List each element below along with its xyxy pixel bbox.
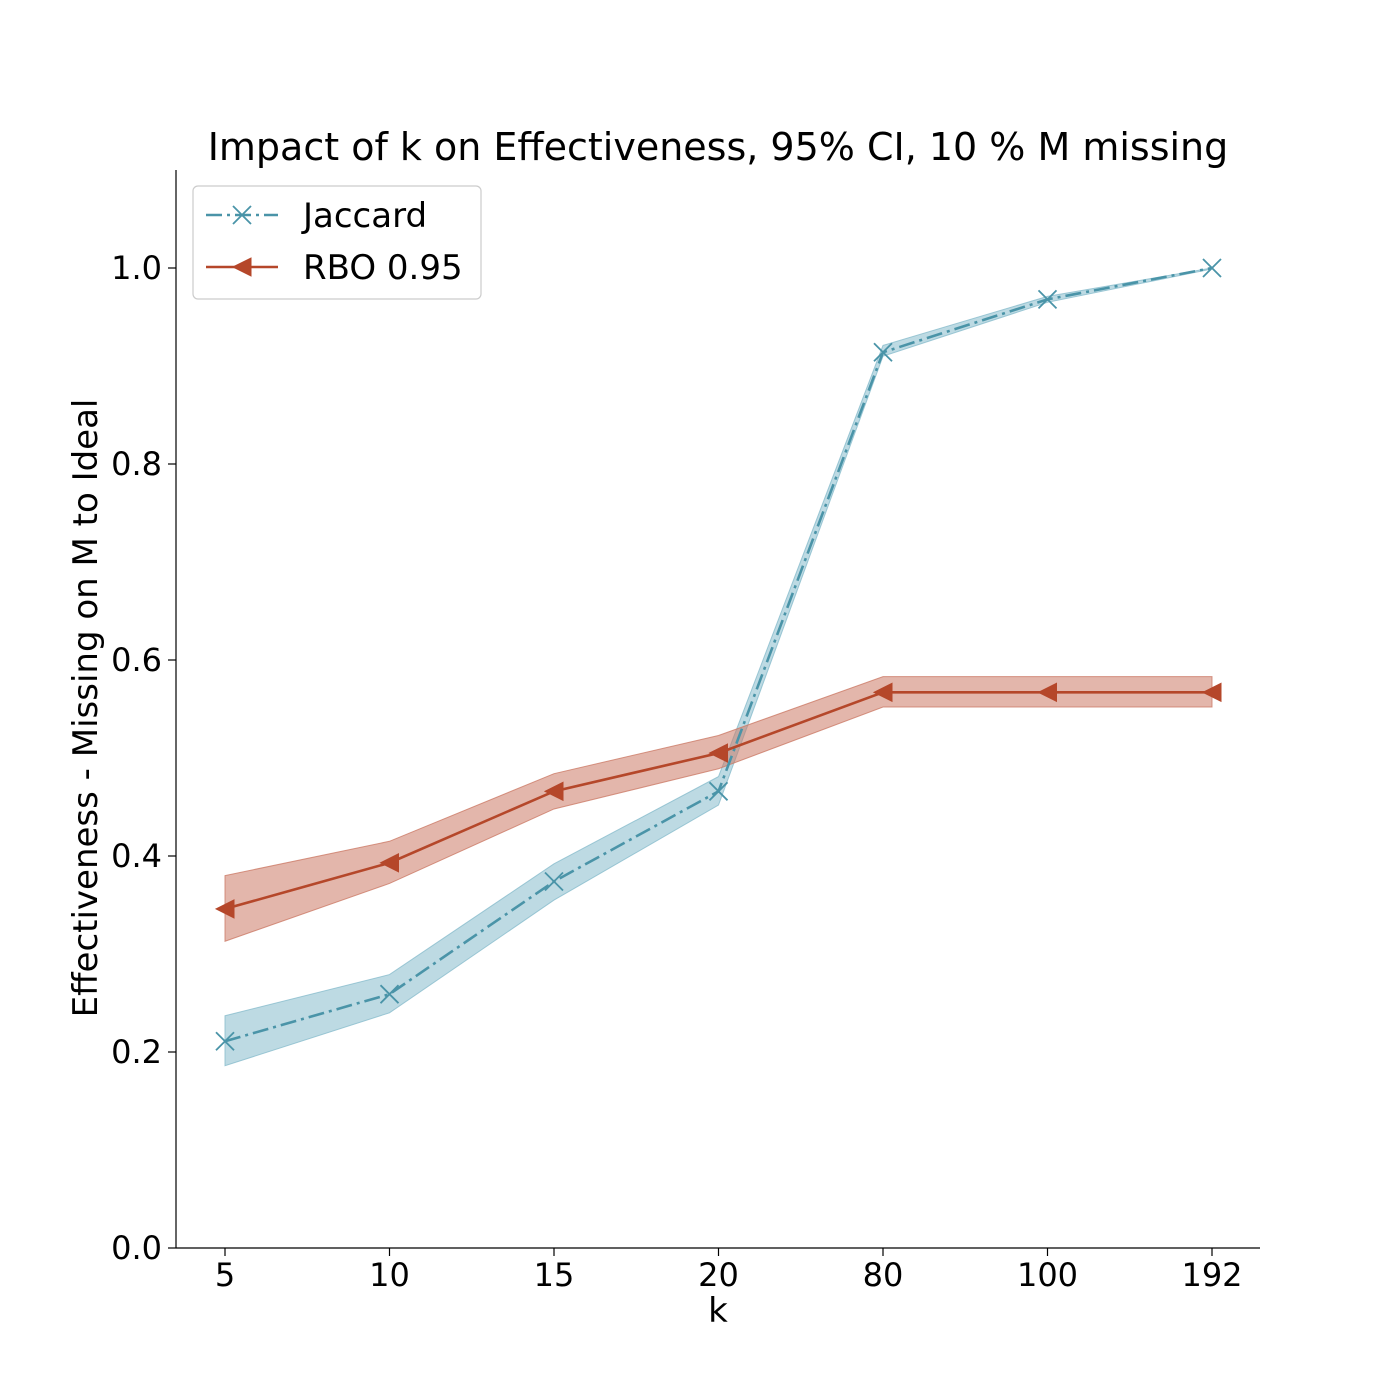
legend-marker-rbo-0-95: [231, 257, 252, 277]
data-point-rbo-0-95: [1037, 682, 1057, 703]
x-tick-label: 80: [863, 1256, 904, 1294]
x-axis-label: k: [708, 1291, 728, 1331]
data-point-rbo-0-95: [1201, 682, 1222, 703]
data-point-rbo-0-95: [543, 781, 564, 802]
ci-band-rbo-0-95: [224, 676, 1213, 942]
axes: [175, 170, 1260, 1249]
x-tick-label: 192: [1181, 1256, 1242, 1294]
data-point-rbo-0-95: [872, 682, 893, 703]
data-point-jaccard: [708, 781, 729, 801]
legend-label-rbo-0-95: RBO 0.95: [303, 248, 463, 288]
y-tick-label: 0.4: [111, 837, 162, 875]
data-point-jaccard: [215, 1031, 235, 1051]
data-point-rbo-0-95: [379, 853, 399, 873]
data-point-rbo-0-95: [708, 743, 728, 763]
y-tick-label: 0.2: [111, 1033, 162, 1071]
data-point-jaccard: [379, 984, 400, 1004]
data-point-jaccard: [544, 871, 564, 892]
data-point-jaccard: [873, 342, 893, 362]
y-tick-label: 0.0: [111, 1229, 162, 1267]
x-tick-label: 5: [215, 1256, 235, 1294]
x-ticks: 5 10 15 20 80 100 192: [215, 1248, 1243, 1294]
legend-label-jaccard: Jaccard: [301, 196, 427, 236]
x-tick-label: 100: [1017, 1256, 1078, 1294]
legend-marker-jaccard: [232, 205, 252, 225]
series-markers: [214, 258, 1222, 1051]
x-tick-label: 20: [698, 1256, 739, 1294]
series-line-jaccard: [224, 266, 1213, 1043]
data-point-jaccard: [1037, 289, 1058, 309]
legend-items: Jaccard RBO 0.95: [206, 196, 463, 288]
y-tick-label: 1.0: [111, 249, 162, 287]
data-point-jaccard: [1202, 258, 1222, 278]
data-point-rbo-0-95: [214, 899, 235, 919]
y-ticks: 0.0 0.2 0.4 0.6 0.8 1.0: [111, 249, 176, 1267]
series-lines: [224, 266, 1213, 1043]
y-axis-label: Effectiveness - Missing on M to Ideal: [66, 399, 106, 1018]
chart-title: Impact of k on Effectiveness, 95% CI, 10…: [208, 125, 1229, 169]
legend: Jaccard RBO 0.95: [192, 185, 482, 300]
ci-band-jaccard: [224, 267, 1213, 1067]
x-tick-label: 10: [369, 1256, 410, 1294]
ci-bands: [224, 267, 1213, 1067]
y-tick-label: 0.6: [111, 641, 162, 679]
x-tick-label: 15: [534, 1256, 575, 1294]
y-tick-label: 0.8: [111, 445, 162, 483]
